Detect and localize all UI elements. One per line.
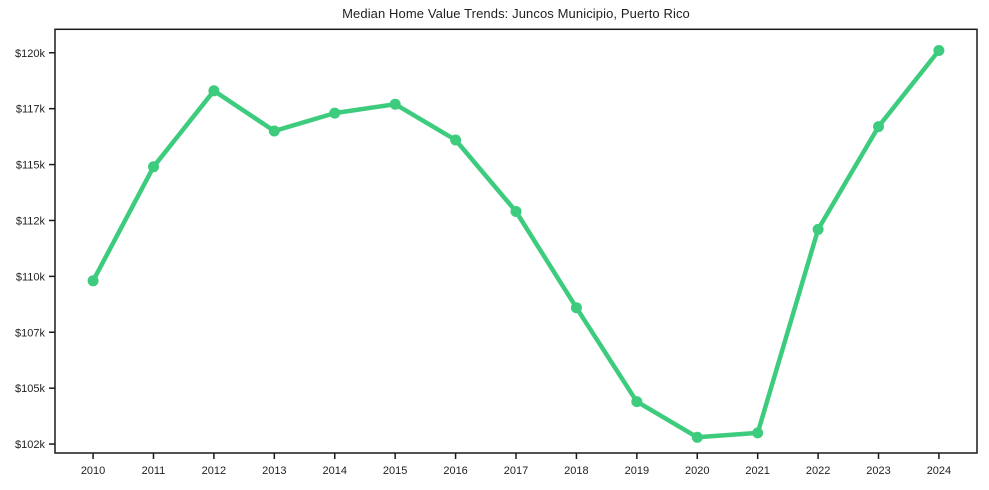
x-tick-label: 2022 (806, 465, 830, 477)
x-tick-label: 2017 (504, 465, 528, 477)
data-point (570, 302, 582, 314)
x-tick-label: 2020 (685, 465, 709, 477)
y-tick-label: $112k (16, 215, 46, 227)
x-tick-label: 2012 (202, 465, 226, 477)
data-point (691, 431, 703, 443)
x-tick-label: 2011 (142, 465, 166, 477)
x-tick-label: 2019 (625, 465, 649, 477)
x-tick-label: 2010 (81, 465, 105, 477)
data-point (268, 125, 280, 137)
x-tick-label: 2018 (564, 465, 588, 477)
data-points (87, 45, 945, 443)
data-point (208, 85, 220, 97)
x-tick-label: 2024 (927, 465, 951, 477)
data-point (752, 427, 764, 439)
x-tick-label: 2016 (443, 465, 467, 477)
data-point (873, 121, 884, 133)
data-point (87, 275, 99, 287)
x-tick-label: 2023 (866, 465, 890, 477)
y-tick-label: $115k (16, 160, 46, 172)
chart-title: Median Home Value Trends: Juncos Municip… (342, 6, 690, 21)
data-point (450, 134, 462, 146)
data-point (812, 223, 824, 235)
y-tick-label: $110k (16, 271, 46, 283)
data-point (510, 206, 522, 217)
y-tick-label: $120k (15, 48, 45, 60)
data-point (631, 396, 643, 408)
x-tick-label: 2015 (383, 465, 407, 477)
x-axis: 2010 2011 2012 2013 2014 2015 2016 2017 2018 2019… (81, 453, 951, 477)
data-point (389, 98, 401, 110)
y-tick-label: $117k (16, 104, 46, 116)
plot-border (54, 28, 978, 454)
y-tick-label: $105k (15, 383, 45, 395)
data-point (148, 161, 159, 173)
y-axis: $120k $117k $115k $112k $110k $107k $105k $102k (15, 48, 55, 451)
data-point (933, 45, 945, 56)
trend-line (90, 48, 942, 440)
x-tick-label: 2021 (745, 465, 769, 477)
x-tick-label: 2014 (322, 465, 346, 477)
y-tick-label: $102k (15, 439, 45, 451)
x-tick-label: 2013 (262, 465, 286, 477)
y-tick-label: $107k (15, 327, 45, 339)
data-point (329, 107, 341, 119)
